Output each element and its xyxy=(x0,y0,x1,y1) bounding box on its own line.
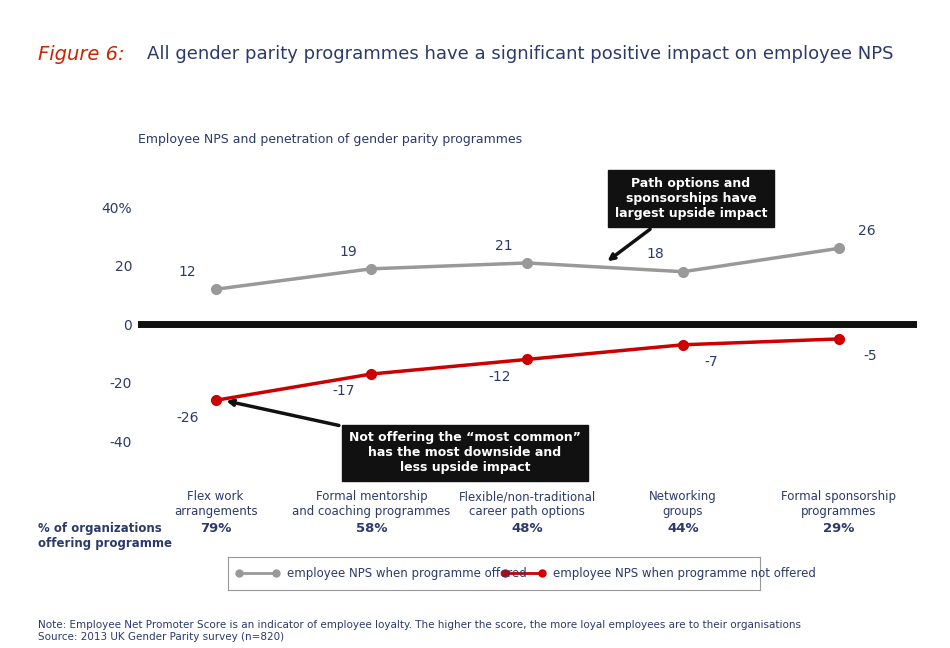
Text: -17: -17 xyxy=(332,384,354,399)
Text: Not offering the “most common”
has the most downside and
less upside impact: Not offering the “most common” has the m… xyxy=(230,400,580,474)
Text: -26: -26 xyxy=(177,411,199,424)
Text: -7: -7 xyxy=(704,355,718,369)
Text: Note: Employee Net Promoter Score is an indicator of employee loyalty. The highe: Note: Employee Net Promoter Score is an … xyxy=(38,620,801,642)
Text: employee NPS when programme offered: employee NPS when programme offered xyxy=(287,567,526,580)
Text: All gender parity programmes have a significant positive impact on employee NPS: All gender parity programmes have a sign… xyxy=(147,45,894,64)
Text: 79%: 79% xyxy=(200,522,232,535)
Text: Figure 6:: Figure 6: xyxy=(38,45,124,64)
Text: employee NPS when programme not offered: employee NPS when programme not offered xyxy=(553,567,815,580)
Text: 29%: 29% xyxy=(823,522,855,535)
Text: 19: 19 xyxy=(339,244,357,259)
Text: Employee NPS and penetration of gender parity programmes: Employee NPS and penetration of gender p… xyxy=(138,133,522,146)
Text: 44%: 44% xyxy=(667,522,699,535)
Text: 26: 26 xyxy=(858,224,876,238)
Text: 18: 18 xyxy=(646,248,664,262)
Text: 21: 21 xyxy=(495,238,513,253)
Text: 12: 12 xyxy=(179,265,197,279)
Text: 58%: 58% xyxy=(355,522,388,535)
Text: 48%: 48% xyxy=(511,522,543,535)
Text: -5: -5 xyxy=(864,349,877,363)
Text: Path options and
sponsorships have
largest upside impact: Path options and sponsorships have large… xyxy=(611,177,767,259)
Text: % of organizations
offering programme: % of organizations offering programme xyxy=(38,522,172,550)
Text: -12: -12 xyxy=(488,369,510,384)
